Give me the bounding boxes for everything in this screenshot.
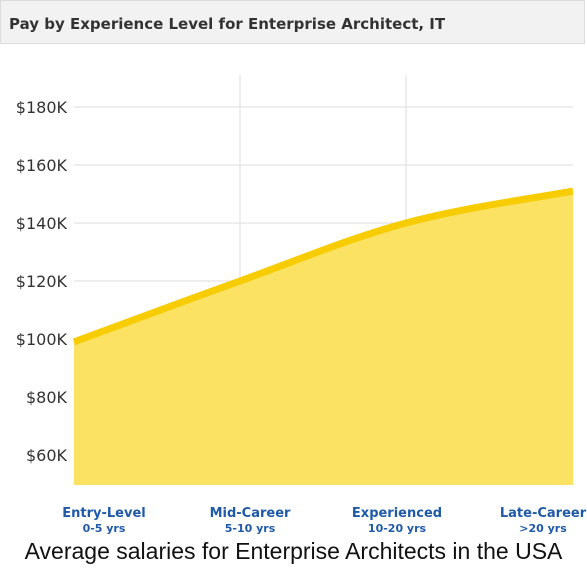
y-tick-label: $180K — [16, 98, 68, 117]
salary-line — [72, 187, 574, 346]
x-category-sublabel: 5-10 yrs — [225, 522, 276, 535]
chart-header: Pay by Experience Level for Enterprise A… — [0, 0, 585, 44]
y-tick-label: $60K — [26, 446, 68, 465]
salary-area-chart: $60K $80K $100K $120K $140K $160K $180K Entry-L… — [16, 75, 587, 535]
y-tick-label: $140K — [16, 214, 68, 233]
x-category-sublabel: >20 yrs — [519, 522, 567, 535]
y-tick-label: $80K — [26, 388, 68, 407]
x-category-label: Experienced — [352, 506, 442, 521]
x-category-label: Mid-Career — [210, 506, 291, 521]
salary-area-fill — [74, 191, 573, 485]
y-tick-label: $120K — [16, 272, 68, 291]
x-category-sublabel: 0-5 yrs — [83, 522, 126, 535]
x-category-sublabel: 10-20 yrs — [368, 522, 427, 535]
chart-title: Pay by Experience Level for Enterprise A… — [9, 15, 446, 33]
x-category-label: Entry-Level — [62, 506, 145, 521]
x-category-label: Late-Career — [500, 506, 587, 521]
figure-caption: Average salaries for Enterprise Architec… — [24, 538, 563, 564]
y-tick-label: $160K — [16, 156, 68, 175]
y-tick-label: $100K — [16, 330, 68, 349]
